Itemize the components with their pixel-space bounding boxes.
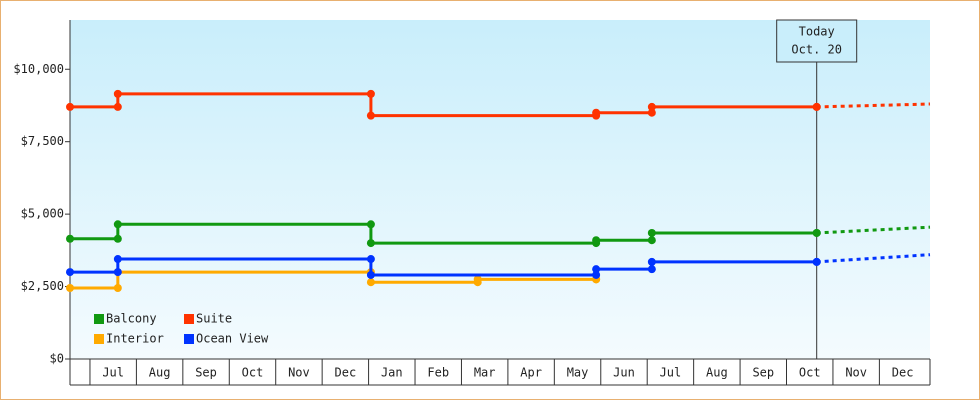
point — [812, 257, 821, 266]
x-tick-label: Oct — [242, 366, 264, 380]
point — [66, 102, 74, 111]
legend-label: Suite — [196, 312, 232, 326]
legend-swatch — [94, 334, 104, 344]
point — [113, 102, 122, 111]
plot-area — [70, 20, 930, 359]
point — [812, 228, 821, 237]
point — [113, 284, 122, 293]
today-box — [776, 19, 858, 63]
point — [366, 270, 375, 279]
point — [366, 255, 375, 264]
legend-label: Ocean View — [196, 332, 269, 346]
y-tick-label: $10,000 — [13, 62, 64, 76]
point — [366, 89, 375, 98]
point — [366, 111, 375, 120]
y-tick-label: $5,000 — [21, 207, 64, 221]
point — [366, 239, 375, 248]
legend-label: Interior — [106, 332, 164, 346]
point — [647, 108, 656, 117]
x-tick-label: Feb — [427, 366, 449, 380]
x-tick-label: Aug — [706, 366, 728, 380]
point — [592, 236, 601, 245]
legend-label: Balcony — [106, 312, 157, 326]
y-tick-label: $7,500 — [21, 134, 64, 148]
legend-swatch — [94, 314, 104, 324]
point — [366, 220, 375, 229]
x-tick-label: Aug — [149, 366, 171, 380]
legend-swatch — [184, 314, 194, 324]
y-tick-label: $0 — [50, 352, 64, 366]
forecast-line — [816, 225, 931, 235]
point — [473, 275, 482, 284]
point — [113, 89, 122, 98]
forecast-line — [816, 253, 931, 264]
point — [66, 234, 74, 243]
point — [647, 265, 656, 274]
today-label: Today — [799, 25, 835, 39]
point — [592, 270, 601, 279]
x-tick-label: Sep — [195, 366, 217, 380]
x-tick-label: Jun — [613, 366, 635, 380]
x-tick-label: Sep — [752, 366, 774, 380]
point — [113, 268, 122, 277]
point — [66, 284, 74, 293]
legend-swatch — [184, 334, 194, 344]
x-tick-label: Oct — [799, 366, 821, 380]
point — [592, 265, 601, 274]
x-tick-label: Jul — [660, 366, 682, 380]
point — [647, 257, 656, 266]
point — [113, 234, 122, 243]
forecast-line — [816, 102, 931, 109]
x-tick-label: Dec — [892, 366, 914, 380]
point — [366, 278, 375, 287]
y-tick-label: $2,500 — [21, 279, 64, 293]
point — [812, 102, 821, 111]
x-tick-label: Mar — [474, 366, 496, 380]
point — [592, 108, 601, 117]
today-date: Oct. 20 — [791, 43, 842, 57]
x-tick-label: Apr — [520, 366, 542, 380]
x-tick-label: May — [567, 366, 589, 380]
x-tick-label: Jan — [381, 366, 403, 380]
point — [113, 220, 122, 229]
x-tick-label: Dec — [335, 366, 357, 380]
x-tick-label: Nov — [845, 366, 867, 380]
point — [647, 102, 656, 111]
x-tick-label: Jul — [102, 366, 124, 380]
x-tick-label: Nov — [288, 366, 310, 380]
point — [647, 228, 656, 237]
point — [113, 255, 122, 264]
point — [647, 236, 656, 245]
point — [66, 268, 74, 277]
